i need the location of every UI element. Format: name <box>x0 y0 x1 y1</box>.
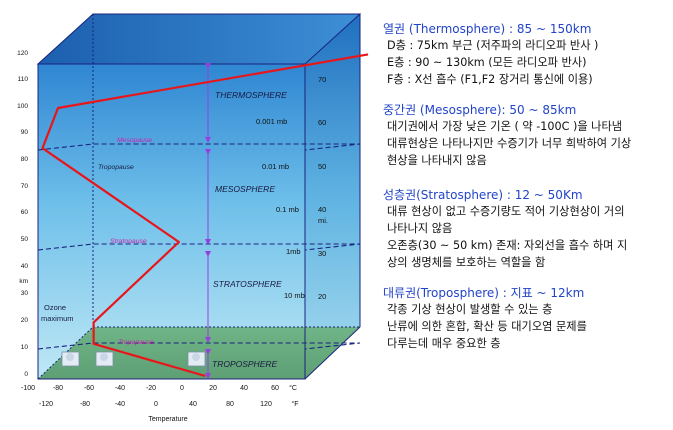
pressure-label: 0.01 mb <box>262 162 289 171</box>
celsius-tick: 60 <box>271 385 279 392</box>
pressure-label: 10 mb <box>284 291 305 300</box>
right-axis-unit: mi. <box>318 216 328 225</box>
temperature-profile-line <box>41 53 369 378</box>
note-troposphere: 대류권(Troposphere) : 지표 ~ 12km 각종 기상 현상이 발… <box>383 285 671 352</box>
bottom-axis: -100 -80 -60 -40 -20 0 20 40 60 °C -120 … <box>21 384 299 423</box>
note-line: E층 : 90 ~ 130km (모든 라디오파 반사) <box>387 56 587 69</box>
left-tick: 30 <box>21 290 29 297</box>
note-line: 대류 현상이 없고 수증기량도 적어 기상현상이 거의 <box>387 205 625 218</box>
left-tick: 50 <box>21 236 29 243</box>
right-axis: 70 60 50 40 30 20 mi. 0.001 mb 0.01 mb 0… <box>256 75 328 301</box>
left-tick: 20 <box>21 317 29 324</box>
celsius-tick: 0 <box>180 385 184 392</box>
celsius-tick: -100 <box>21 385 35 392</box>
left-tick: 80 <box>21 156 29 163</box>
note-heading: 중간권 (Mesosphere): 50 ~ 85km <box>383 103 577 117</box>
fahrenheit-tick: 40 <box>189 401 197 408</box>
note-thermosphere: 열권 (Thermosphere) : 85 ~ 150km D층 : 75km… <box>383 21 671 88</box>
note-stratosphere: 성층권(Stratosphere) : 12 ~ 50Km 대류 현상이 없고 … <box>383 187 671 271</box>
boundary-label-tropopause: Tropopause <box>118 339 154 346</box>
note-line: 현상을 나타내지 않음 <box>387 154 487 167</box>
pressure-label: 0.1 mb <box>276 205 299 214</box>
surface-figures <box>61 351 206 367</box>
note-line: 상의 생명체를 보호하는 역할을 함 <box>387 256 546 269</box>
left-tick: 0 <box>24 371 28 378</box>
note-line: 나타나지 않음 <box>387 222 453 235</box>
right-mi-tick: 60 <box>318 118 326 127</box>
note-heading: 열권 (Thermosphere) : 85 ~ 150km <box>383 22 592 36</box>
note-mesosphere: 중간권 (Mesosphere): 50 ~ 85km 대기권에서 가장 낮은 … <box>383 102 671 169</box>
note-heading: 대류권(Troposphere) : 지표 ~ 12km <box>383 286 585 300</box>
box-front-face <box>38 64 305 379</box>
note-heading: 성층권(Stratosphere) : 12 ~ 50Km <box>383 188 583 202</box>
right-mi-tick: 40 <box>318 205 326 214</box>
fahrenheit-tick: -120 <box>39 401 53 408</box>
note-line: 대기권에서 가장 낮은 기온 ( 약 -100C )을 나타냄 <box>387 120 623 133</box>
note-line: 다루는데 매우 중요한 층 <box>387 337 501 350</box>
note-line: 각종 기상 현상이 발생할 수 있는 층 <box>387 303 553 316</box>
fahrenheit-tick: -80 <box>80 401 90 408</box>
pressure-label: 1mb <box>286 247 301 256</box>
boundary-label-stratopause: Stratopause <box>110 238 147 245</box>
box-side-face <box>305 14 360 379</box>
celsius-tick: 20 <box>209 385 217 392</box>
left-tick: 70 <box>21 183 29 190</box>
note-line: 오존층(30 ~ 50 km) 존재: 자외선을 흡수 하며 지 <box>387 239 628 252</box>
right-mi-tick: 70 <box>318 75 326 84</box>
celsius-unit: °C <box>289 384 297 392</box>
right-mi-tick: 30 <box>318 249 326 258</box>
celsius-tick: 40 <box>240 385 248 392</box>
right-mi-tick: 50 <box>318 162 326 171</box>
fahrenheit-tick: -40 <box>115 401 125 408</box>
celsius-tick: -20 <box>146 385 156 392</box>
right-mi-tick: 20 <box>318 292 326 301</box>
left-tick: 10 <box>21 344 29 351</box>
left-tick: 100 <box>17 103 28 110</box>
fahrenheit-tick: 0 <box>154 401 158 408</box>
celsius-tick: -40 <box>115 385 125 392</box>
left-axis-unit: km <box>19 278 28 285</box>
layer-label-mesosphere: MESOSPHERE <box>215 184 275 194</box>
ozone-label-line1: Ozone <box>44 303 66 312</box>
ozone-label-line2: maximum <box>41 314 74 323</box>
note-line: 난류에 의한 혼합, 확산 등 대기오염 문제를 <box>387 320 587 333</box>
boundary-label-mesopause: Mesopause <box>117 137 152 144</box>
note-line: F층 : X선 흡수 (F1,F2 장거리 통신에 이용) <box>387 73 593 86</box>
atmosphere-diagram: THERMOSPHERE MESOSPHERE STRATOSPHERE TRO… <box>17 13 369 423</box>
celsius-tick: -60 <box>84 385 94 392</box>
left-altitude-axis: 120 110 100 90 80 70 60 50 40 30 20 10 0… <box>17 50 28 378</box>
fahrenheit-tick: 80 <box>226 401 234 408</box>
boundary-label-tropopause-upper: Tropopause <box>98 164 134 171</box>
note-line: 대류현상은 나타나지만 수증기가 너무 희박하여 기상 <box>387 137 632 150</box>
left-tick: 120 <box>17 50 28 57</box>
layer-notes-panel: 열권 (Thermosphere) : 85 ~ 150km D층 : 75km… <box>383 21 671 352</box>
fahrenheit-unit: °F <box>291 400 298 408</box>
fahrenheit-tick: 120 <box>260 401 272 408</box>
layer-label-troposphere: TROPOSPHERE <box>212 359 278 369</box>
layer-label-stratosphere: STRATOSPHERE <box>213 279 282 289</box>
layer-label-thermosphere: THERMOSPHERE <box>215 90 287 100</box>
boundary-lines <box>37 143 361 350</box>
left-tick: 110 <box>18 76 29 83</box>
celsius-tick: -80 <box>53 385 63 392</box>
pressure-label: 0.001 mb <box>256 117 287 126</box>
left-tick: 90 <box>21 129 29 136</box>
note-line: D층 : 75km 부근 (저주파의 라디오파 반사 ) <box>387 39 599 52</box>
temperature-axis-title: Temperature <box>148 416 187 423</box>
box-top-face <box>38 14 360 64</box>
left-tick: 40 <box>21 263 29 270</box>
left-tick: 60 <box>21 209 29 216</box>
